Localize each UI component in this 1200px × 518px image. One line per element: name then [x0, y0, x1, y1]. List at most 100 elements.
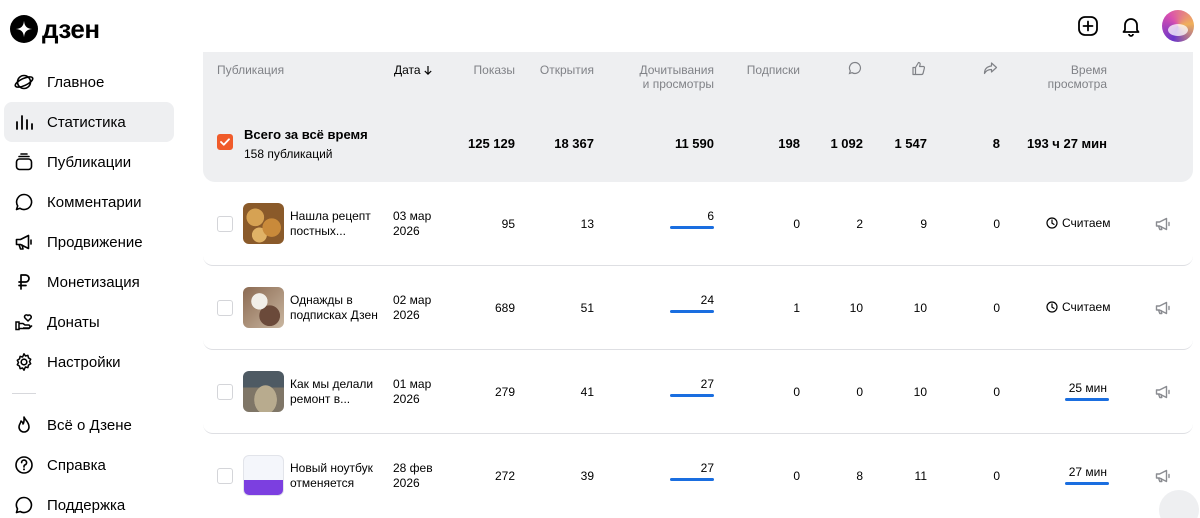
reads-value[interactable]: 27	[700, 461, 714, 475]
comment-icon	[12, 190, 36, 214]
row-checkbox[interactable]	[217, 216, 233, 232]
comments-value: 2	[856, 217, 863, 231]
sidebar-item-label: Комментарии	[47, 193, 142, 211]
title-line: Однажды в	[290, 293, 353, 307]
reads-value[interactable]: 24	[700, 293, 714, 307]
sidebar-item-publications[interactable]: Публикации	[4, 142, 174, 182]
table-row[interactable]: Нашла рецепт постных... 03 мар 2026 95 1…	[203, 182, 1193, 266]
sidebar-item-about-dzen[interactable]: Всё о Дзене	[4, 405, 174, 445]
sidebar-item-monetization[interactable]: Монетизация	[4, 262, 174, 302]
comments-value: 0	[856, 385, 863, 399]
sidebar-item-help[interactable]: Справка	[4, 445, 174, 485]
publication-title[interactable]: Как мы делали ремонт в...	[290, 377, 388, 407]
summary-shares: 8	[992, 136, 1000, 151]
gear-icon	[12, 350, 36, 374]
sidebar-item-label: Продвижение	[47, 233, 143, 251]
sidebar-item-support[interactable]: Поддержка	[4, 485, 174, 518]
subscriptions-value: 0	[793, 385, 800, 399]
row-checkbox[interactable]	[217, 468, 233, 484]
add-publication-button[interactable]	[1076, 14, 1100, 38]
sidebar-item-main[interactable]: Главное	[4, 62, 174, 102]
publication-thumbnail[interactable]	[243, 287, 284, 328]
reads-bar	[670, 310, 714, 313]
view-time-value[interactable]: 27 мин	[1068, 465, 1107, 479]
summary-time: 193 ч 27 мин	[1027, 136, 1107, 151]
header-date: Дата	[394, 63, 421, 77]
sidebar-item-comments[interactable]: Комментарии	[4, 182, 174, 222]
summary-subscriptions: 198	[778, 136, 800, 151]
title-line: подписках Дзен	[290, 308, 378, 322]
planet-icon	[12, 70, 36, 94]
sidebar-item-label: Монетизация	[47, 273, 140, 291]
promote-megaphone-icon[interactable]	[1154, 383, 1172, 401]
notifications-button[interactable]	[1119, 14, 1143, 38]
likes-value: 11	[914, 469, 927, 483]
title-line: постных...	[290, 224, 346, 238]
comments-value: 10	[849, 301, 863, 315]
flame-icon	[12, 413, 36, 437]
header-view-time[interactable]: Время просмотра	[1048, 63, 1107, 91]
sidebar-item-label: Поддержка	[47, 496, 126, 514]
date-line: 02 мар	[393, 293, 432, 307]
subscriptions-value: 0	[793, 469, 800, 483]
publication-thumbnail[interactable]	[243, 455, 284, 496]
subscriptions-value: 0	[793, 217, 800, 231]
promote-megaphone-icon[interactable]	[1154, 215, 1172, 233]
sidebar-item-label: Всё о Дзене	[47, 416, 132, 434]
view-time-value[interactable]: 25 мин	[1068, 381, 1107, 395]
publication-thumbnail[interactable]	[243, 203, 284, 244]
publication-title[interactable]: Нашла рецепт постных...	[290, 209, 388, 239]
header-publication[interactable]: Публикация	[217, 63, 285, 77]
dzen-star-icon	[10, 15, 38, 43]
table-row[interactable]: Новый ноутбук отменяется 28 фев 2026 272…	[203, 434, 1199, 518]
reads-value[interactable]: 6	[707, 209, 714, 223]
dzen-logo[interactable]: дзен	[10, 14, 100, 44]
header-comments-icon[interactable]	[848, 61, 862, 78]
header-subscriptions[interactable]: Подписки	[746, 63, 800, 77]
summary-impressions: 125 129	[468, 136, 515, 151]
sidebar-item-promotion[interactable]: Продвижение	[4, 222, 174, 262]
clock-icon	[1046, 217, 1058, 229]
sidebar-item-statistics[interactable]: Статистика	[4, 102, 174, 142]
statistics-table: Публикация Дата Показы Открытия Дочитыва…	[203, 52, 1199, 518]
header-time-line1: Время	[1070, 63, 1107, 77]
table-header-summary: Публикация Дата Показы Открытия Дочитыва…	[203, 52, 1193, 182]
sidebar-item-label: Публикации	[47, 153, 132, 171]
likes-value: 9	[920, 217, 927, 231]
date-line: 28 фев	[393, 461, 433, 475]
reads-bar	[670, 394, 714, 397]
select-all-checkbox[interactable]	[217, 134, 233, 150]
publication-title[interactable]: Новый ноутбук отменяется	[290, 461, 388, 491]
row-checkbox[interactable]	[217, 300, 233, 316]
sidebar: Главное Статистика Публикации Комментари…	[0, 62, 190, 518]
table-row[interactable]: Как мы делали ремонт в... 01 мар 2026 27…	[203, 350, 1193, 434]
impressions-value: 272	[494, 469, 515, 483]
header-date-sort[interactable]: Дата	[394, 63, 433, 77]
publication-date: 03 мар 2026	[393, 209, 431, 239]
title-line: Нашла рецепт	[290, 209, 371, 223]
promote-megaphone-icon[interactable]	[1154, 299, 1172, 317]
avatar[interactable]	[1162, 10, 1194, 42]
bell-icon	[1122, 18, 1140, 37]
header-shares-icon[interactable]	[983, 61, 998, 79]
header-reads[interactable]: Дочитывания и просмотры	[640, 63, 715, 91]
header-opens[interactable]: Открытия	[539, 63, 594, 77]
shares-value: 0	[993, 385, 1000, 399]
checkmark-icon	[220, 138, 230, 146]
publication-title[interactable]: Однажды в подписках Дзен	[290, 293, 388, 323]
reads-value[interactable]: 27	[700, 377, 714, 391]
likes-value: 10	[913, 301, 927, 315]
table-row[interactable]: Однажды в подписках Дзен 02 мар 2026 689…	[203, 266, 1193, 350]
header-likes-icon[interactable]	[911, 61, 926, 79]
sidebar-item-donations[interactable]: Донаты	[4, 302, 174, 342]
publication-thumbnail[interactable]	[243, 371, 284, 412]
date-line: 2026	[393, 224, 420, 238]
promote-megaphone-icon[interactable]	[1154, 467, 1172, 485]
header-reads-line1: Дочитывания	[639, 63, 715, 77]
header-impressions[interactable]: Показы	[473, 63, 515, 77]
sidebar-item-settings[interactable]: Настройки	[4, 342, 174, 382]
summary-opens: 18 367	[554, 136, 594, 151]
reads-bar	[670, 226, 714, 229]
scroll-to-top-button[interactable]	[1159, 490, 1199, 518]
row-checkbox[interactable]	[217, 384, 233, 400]
